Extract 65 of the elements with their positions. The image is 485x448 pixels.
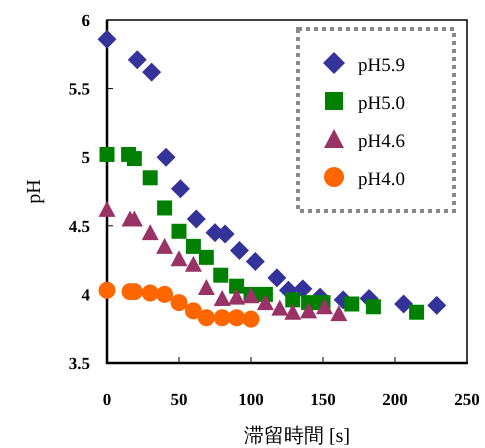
point [142,284,159,302]
point [229,278,244,294]
point [184,256,202,272]
point [198,309,215,326]
point [156,238,174,254]
point [156,148,176,167]
point [98,282,116,299]
point [98,30,116,49]
point [228,288,246,305]
point [344,296,360,312]
point [293,279,312,298]
point [246,252,265,271]
x-tick-label: 50 [170,390,188,409]
point [142,224,159,240]
point [172,224,186,239]
y-axis-title: pH [23,179,45,204]
x-tick-label: 0 [102,390,112,409]
x-tick-label: 100 [238,390,264,409]
point [271,300,288,316]
point [156,286,174,303]
point [198,279,215,296]
point [170,250,188,266]
y-tick-label: 4.5 [68,216,90,236]
y-tick-label: 5 [82,148,90,168]
point [170,294,188,312]
point [366,299,381,314]
point [300,302,318,318]
point [228,309,246,326]
point [128,50,147,70]
y-tick-label: 3.5 [68,354,90,373]
x-tick-label: 150 [310,390,336,409]
x-axis-title: 滞留時間 [s] [244,425,350,447]
point [214,309,231,326]
point [214,290,231,306]
point [409,304,424,320]
x-tick-label: 200 [382,390,408,409]
point [157,200,172,216]
x-tick-label: 250 [454,390,480,409]
point [142,170,158,186]
point [267,268,286,288]
point [285,292,300,308]
legend-label: pH4.0 [358,169,405,190]
point [256,294,274,310]
point [186,209,206,228]
point [142,62,162,82]
y-tick-label: 5.5 [68,80,90,99]
y-tick-label: 4 [82,285,90,304]
y-tick-label: 6 [82,11,90,30]
point [100,146,114,162]
legend-label: pH5.9 [358,55,405,76]
point [198,250,214,265]
legend-label: pH4.6 [358,131,405,152]
point [394,294,414,314]
point [186,238,201,254]
point [284,304,302,320]
point [98,200,116,217]
point [170,179,190,198]
point [242,310,260,328]
point [316,298,333,314]
point [230,240,249,260]
point [330,305,348,322]
point [213,268,228,283]
legend-label: pH5.0 [358,93,405,114]
point [184,302,202,320]
point [427,296,446,315]
